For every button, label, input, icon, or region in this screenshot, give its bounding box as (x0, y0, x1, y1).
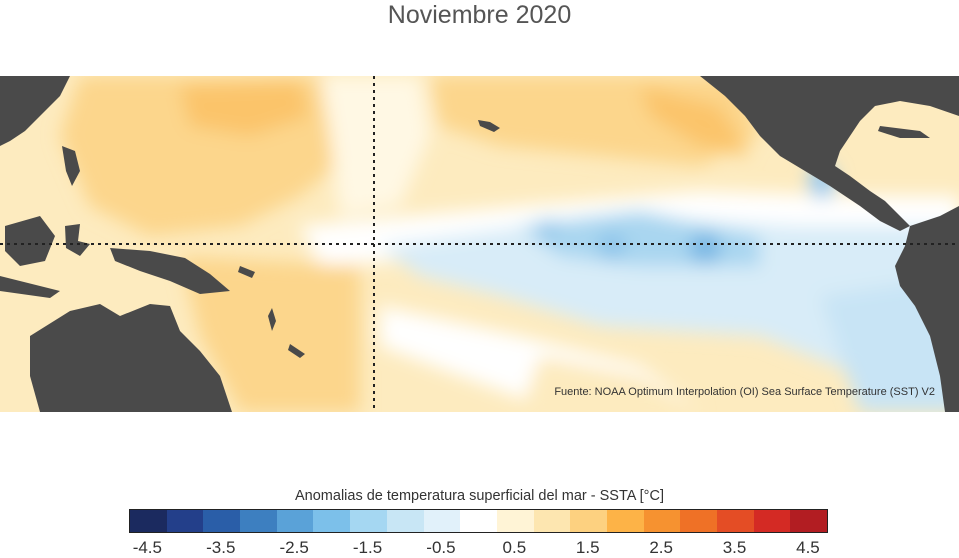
land-vanuatu (268, 308, 276, 331)
colorbar-swatch (790, 510, 828, 532)
colorbar-swatch (423, 510, 461, 532)
colorbar-tick-label: 1.5 (575, 538, 600, 557)
colorbar-swatch (717, 510, 754, 532)
map-title: Noviembre 2020 (387, 1, 572, 29)
land-java (0, 276, 60, 298)
colorbar-swatch (386, 510, 424, 532)
land-cuba (878, 126, 930, 138)
colorbar-swatch (313, 510, 351, 532)
colorbar-swatch (680, 510, 717, 532)
warm-anomaly-southwest (180, 256, 360, 412)
colorbar-tick-label: 0.5 (502, 538, 527, 557)
ssta-map (0, 76, 959, 412)
land-solomon (238, 266, 255, 278)
colorbar-title: Anomalias de temperatura superficial del… (295, 488, 664, 504)
colorbar-swatch (606, 510, 644, 532)
cool-anomaly-peak-2 (598, 232, 626, 260)
land-asia (0, 76, 70, 146)
land-sulawesi (65, 224, 90, 256)
warm-anomaly-south-central (520, 356, 700, 412)
land-philippines (62, 146, 80, 186)
colorbar-tick-label: 4.5 (796, 538, 820, 557)
colorbar-swatch (496, 510, 534, 532)
cool-tongue (380, 216, 959, 376)
data-source-note: Fuente: NOAA Optimum Interpolation (OI) … (554, 386, 935, 398)
colorbar-swatch (276, 510, 314, 532)
land-hawaii (478, 120, 500, 132)
colorbar-tick-label: -1.5 (352, 538, 383, 557)
colorbar-swatch (240, 510, 277, 532)
colorbar-swatch (130, 510, 167, 532)
colorbar-swatch (643, 510, 681, 532)
colorbar-swatch (350, 510, 387, 532)
colorbar-tick-label: -0.5 (426, 538, 456, 557)
colorbar-tick-label: -3.5 (206, 538, 236, 557)
land-north-america (700, 76, 959, 231)
colorbar-swatch (570, 510, 607, 532)
land-group (0, 76, 959, 412)
colorbar-tick-label: 2.5 (649, 538, 673, 557)
cool-anomaly-peak (689, 232, 721, 264)
colorbar-swatch (166, 510, 204, 532)
land-new-guinea (110, 248, 230, 294)
colorbar-tick-label: 3.5 (722, 538, 747, 557)
colorbar-swatch (753, 510, 791, 532)
colorbar-swatch (203, 510, 241, 532)
land-south-america (895, 206, 959, 412)
cool-anomaly-peak-3 (536, 219, 560, 243)
colorbar-swatch (460, 510, 497, 532)
warm-anomaly-mexico (640, 86, 750, 156)
colorbar-swatch (533, 510, 571, 532)
colorbar-tick-label: -2.5 (279, 538, 309, 557)
land-new-caledonia (288, 344, 305, 358)
land-australia (30, 304, 232, 412)
colorbar (129, 509, 829, 533)
colorbar-tick-label: -4.5 (132, 538, 162, 557)
warm-anomaly-northwest-core (180, 81, 310, 136)
land-borneo (5, 216, 55, 266)
